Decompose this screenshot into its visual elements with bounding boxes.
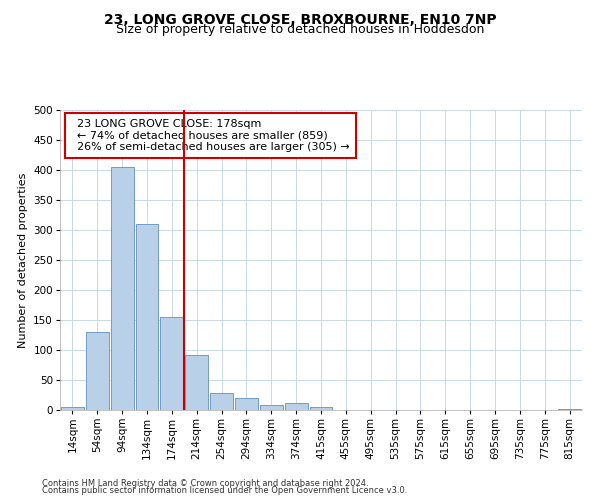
Bar xyxy=(111,167,134,410)
Bar xyxy=(136,224,158,410)
Text: 23 LONG GROVE CLOSE: 178sqm
  ← 74% of detached houses are smaller (859)
  26% o: 23 LONG GROVE CLOSE: 178sqm ← 74% of det… xyxy=(70,119,350,152)
Bar xyxy=(160,317,183,410)
Text: Contains HM Land Registry data © Crown copyright and database right 2024.: Contains HM Land Registry data © Crown c… xyxy=(42,478,368,488)
Bar xyxy=(61,407,84,410)
Bar xyxy=(210,393,233,410)
Bar xyxy=(558,409,581,410)
Text: Size of property relative to detached houses in Hoddesdon: Size of property relative to detached ho… xyxy=(116,22,484,36)
Text: 23, LONG GROVE CLOSE, BROXBOURNE, EN10 7NP: 23, LONG GROVE CLOSE, BROXBOURNE, EN10 7… xyxy=(104,12,496,26)
Bar xyxy=(310,407,332,410)
Bar xyxy=(185,355,208,410)
Bar xyxy=(285,404,308,410)
Y-axis label: Number of detached properties: Number of detached properties xyxy=(18,172,28,348)
Bar xyxy=(86,332,109,410)
Bar xyxy=(235,398,258,410)
Bar xyxy=(260,405,283,410)
Text: Contains public sector information licensed under the Open Government Licence v3: Contains public sector information licen… xyxy=(42,486,407,495)
